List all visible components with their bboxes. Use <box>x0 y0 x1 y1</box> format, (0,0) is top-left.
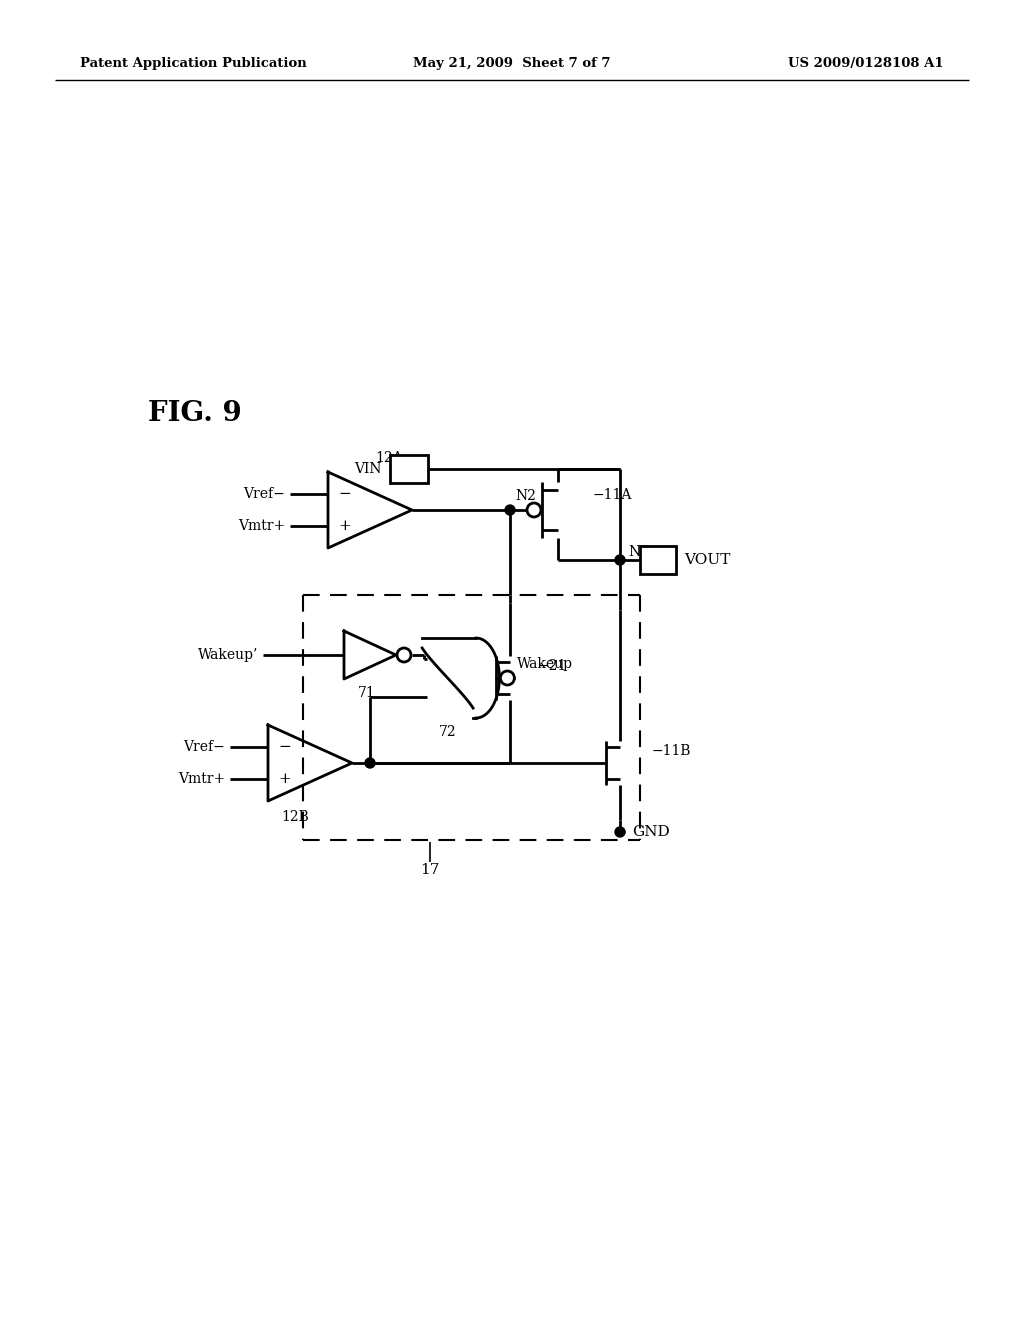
Circle shape <box>365 758 375 768</box>
Text: Wakeup: Wakeup <box>517 657 573 671</box>
Circle shape <box>615 828 625 837</box>
Text: −11B: −11B <box>652 744 691 758</box>
Text: May 21, 2009  Sheet 7 of 7: May 21, 2009 Sheet 7 of 7 <box>414 57 610 70</box>
Text: −: − <box>278 741 291 754</box>
Circle shape <box>527 503 541 517</box>
Circle shape <box>397 648 411 663</box>
Text: Wakeup’: Wakeup’ <box>198 648 258 663</box>
Text: Vref−: Vref− <box>183 741 225 754</box>
Text: 12B: 12B <box>282 810 309 824</box>
Bar <box>640 546 676 574</box>
Text: VIN: VIN <box>354 462 382 477</box>
Bar <box>390 455 428 483</box>
Text: N3: N3 <box>628 545 649 558</box>
Circle shape <box>615 554 625 565</box>
Circle shape <box>505 506 515 515</box>
Text: N2: N2 <box>515 488 536 503</box>
Text: VOUT: VOUT <box>684 553 730 568</box>
Text: −11A: −11A <box>593 488 633 502</box>
Text: Vmtr+: Vmtr+ <box>178 772 225 785</box>
Text: −21: −21 <box>538 659 567 673</box>
Text: −: − <box>338 487 351 502</box>
Text: 72: 72 <box>439 725 457 739</box>
Text: +: + <box>278 772 291 785</box>
Text: GND: GND <box>632 825 670 840</box>
Text: 12A: 12A <box>375 451 402 465</box>
Circle shape <box>501 671 514 685</box>
Text: 71: 71 <box>358 686 376 700</box>
Text: US 2009/0128108 A1: US 2009/0128108 A1 <box>788 57 944 70</box>
Text: Patent Application Publication: Patent Application Publication <box>80 57 307 70</box>
Text: 17: 17 <box>420 863 439 876</box>
Text: Vmtr+: Vmtr+ <box>238 519 285 533</box>
Text: Vref−: Vref− <box>244 487 285 502</box>
Text: +: + <box>338 519 351 533</box>
Text: FIG. 9: FIG. 9 <box>148 400 242 426</box>
